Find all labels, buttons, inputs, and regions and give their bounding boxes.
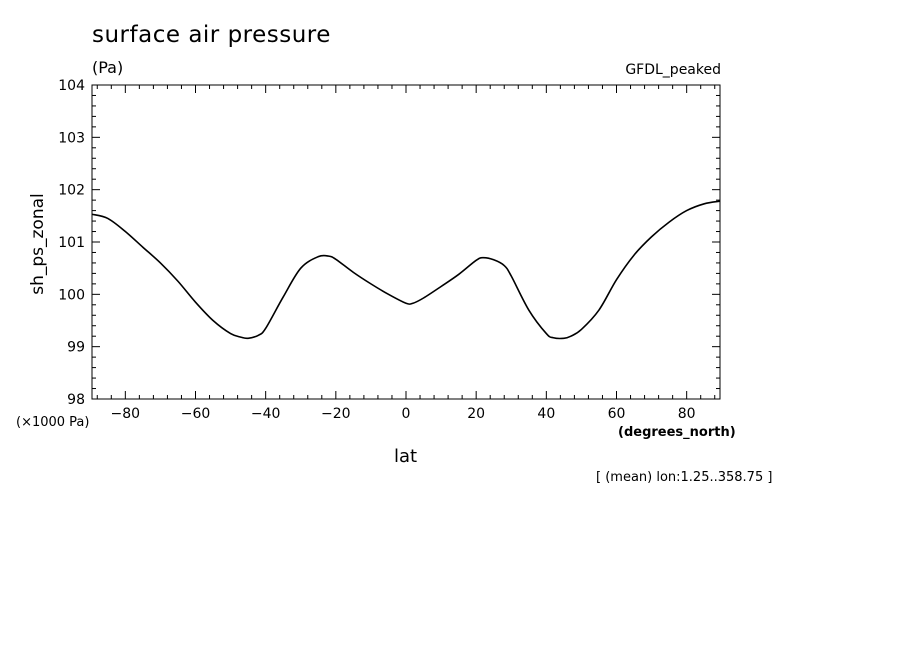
tick-labels: −80 −60 −40 −20 0 20 40 60 80 98 99 100 101 102 103 104	[58, 78, 695, 422]
y-tick-label: 100	[58, 287, 85, 303]
plot-frame	[91, 84, 721, 400]
major-ticks	[92, 84, 720, 400]
x-tick-label: −60	[181, 406, 211, 422]
y-tick-label: 104	[58, 78, 85, 94]
y-tick-label: 101	[58, 235, 85, 251]
x-tick-label: −40	[251, 406, 281, 422]
x-tick-label: −80	[111, 406, 141, 422]
x-tick-label: 20	[467, 406, 485, 422]
chart-title: surface air pressure	[92, 22, 331, 48]
footnote: [ (mean) lon:1.25..358.75 ]	[596, 470, 773, 485]
x-tick-label: −20	[321, 406, 351, 422]
units-label: (Pa)	[92, 58, 124, 77]
y-tick-label: 99	[67, 340, 85, 356]
y-tick-label: 102	[58, 183, 85, 199]
x-axis-label: lat	[394, 446, 418, 467]
minor-ticks	[92, 85, 720, 399]
x-tick-label: 40	[537, 406, 555, 422]
series-line	[91, 200, 721, 340]
y-scale-note: (×1000 Pa)	[16, 415, 90, 430]
x-tick-label: 60	[608, 406, 626, 422]
y-tick-label: 98	[67, 392, 85, 408]
model-name-label: GFDL_peaked	[625, 62, 721, 78]
x-units-label: (degrees_north)	[618, 425, 736, 440]
x-tick-label: 80	[678, 406, 696, 422]
y-tick-label: 103	[58, 130, 85, 146]
x-tick-label: 0	[402, 406, 411, 422]
